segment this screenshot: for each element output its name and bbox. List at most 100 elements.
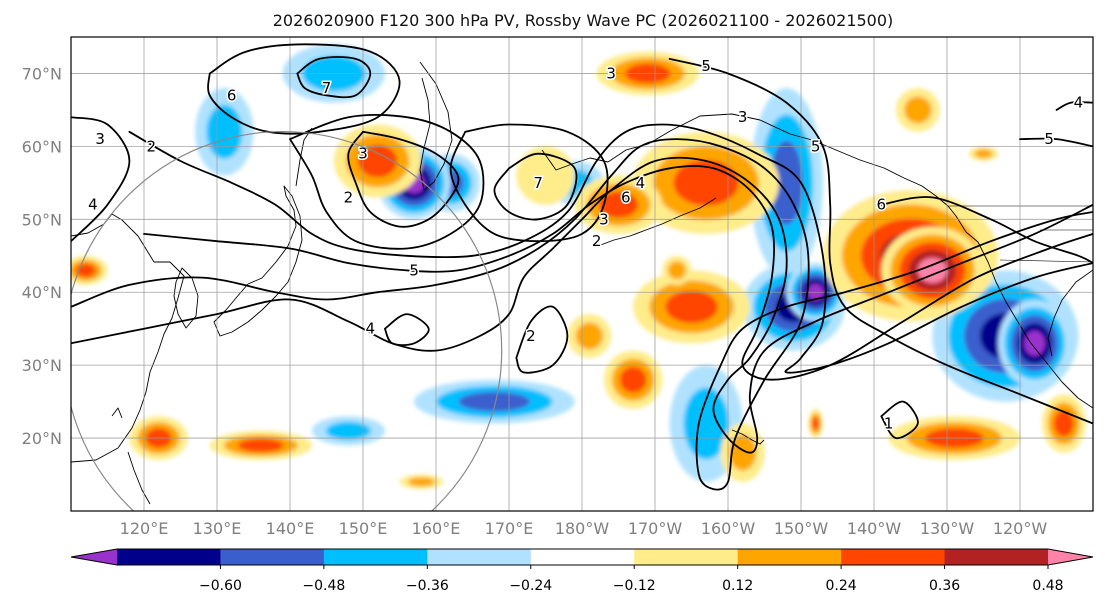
colorbar-tick-label: −0.60 [199, 578, 242, 594]
anomaly-region [516, 146, 575, 205]
anomaly-region [662, 255, 692, 285]
anomaly-region [633, 131, 780, 234]
contour-label: 6 [877, 196, 887, 214]
x-tick-label: 140°W [847, 519, 902, 538]
contour-label: 3 [606, 64, 616, 82]
anomaly-band [1054, 410, 1074, 437]
contour-label: 4 [1074, 94, 1084, 112]
x-axis-ticks: 120°E 130°E 140°E 150°E 160°E 170°E 180°W 170°W… [120, 519, 1048, 538]
x-tick-label: 150°W [774, 519, 829, 538]
x-tick-label: 120°E [120, 519, 169, 538]
anomaly-band [770, 140, 803, 225]
pv-contour [384, 313, 430, 346]
contour-label: 6 [621, 188, 631, 206]
coast-hawaii [731, 429, 765, 445]
anomaly-band [729, 434, 757, 471]
pv-contour [1055, 101, 1093, 111]
pv-contour [71, 138, 1093, 491]
contour-label: 4 [366, 320, 376, 338]
pv-contour [71, 116, 131, 243]
anomaly-band [1024, 330, 1046, 356]
colorbar: −0.60 −0.48 −0.36 −0.24 −0.12 0.12 0.24 0.36 0.4… [70, 548, 1094, 594]
contour-label: 3 [738, 108, 748, 126]
coast-taiwan-philippines [111, 407, 151, 505]
colorbar-swatch [117, 549, 221, 565]
contour-label: 3 [95, 130, 105, 148]
colorbar-extend-high [1048, 549, 1093, 565]
anomaly-region [808, 408, 823, 439]
anomaly-band [683, 387, 729, 460]
anomaly-band [665, 290, 718, 324]
contour-label: 4 [636, 174, 646, 192]
colorbar-swatch [220, 549, 325, 565]
pv-contour [289, 114, 485, 250]
anomaly-region [633, 270, 750, 344]
colorbar-tick-label: −0.12 [613, 578, 656, 594]
coast-east-asia [71, 213, 185, 463]
colorbar-tick-label: −0.36 [406, 578, 449, 594]
contour-label: 7 [533, 174, 543, 192]
anomaly-band [407, 477, 435, 487]
y-tick-label: 50°N [22, 210, 62, 229]
map-frame [70, 36, 1094, 512]
x-tick-label: 180°W [555, 519, 610, 538]
colorbar-extend-low [71, 549, 117, 565]
colorbar-swatch [323, 549, 428, 565]
colorbar-tick-label: 0.48 [1032, 578, 1063, 594]
anomaly-band [516, 146, 575, 205]
x-tick-label: 140°E [266, 519, 315, 538]
colorbar-swatch [530, 549, 635, 565]
x-tick-label: 170°E [485, 519, 534, 538]
y-tick-label: 60°N [22, 137, 62, 156]
pv-contour [128, 123, 1093, 374]
anomaly-band [667, 261, 686, 280]
pv-contour [880, 400, 919, 440]
x-tick-label: 170°W [628, 519, 683, 538]
x-tick-label: 160°W [701, 519, 756, 538]
colorbar-tick-label: 0.36 [929, 578, 960, 594]
y-tick-label: 20°N [22, 429, 62, 448]
anomaly-band [599, 191, 638, 218]
anomaly-region [720, 423, 765, 482]
anomaly-region [895, 88, 940, 132]
anomaly-band [575, 322, 603, 350]
coast-korea [173, 267, 199, 329]
reference-circle [71, 131, 503, 511]
pv-contour [296, 56, 372, 99]
anomaly-region [209, 430, 312, 460]
anomaly-region [333, 124, 422, 198]
anomaly-region [414, 379, 575, 424]
colorbar-outline [70, 548, 1094, 566]
gridlines [71, 37, 1093, 511]
pv-contour [449, 123, 609, 243]
colorbar-swatch [944, 549, 1049, 565]
anomaly-region [311, 416, 385, 446]
x-tick-label: 130°W [920, 519, 975, 538]
contour-label: 5 [701, 57, 711, 75]
anomaly-band [238, 438, 284, 452]
anomaly-region [195, 88, 254, 176]
contour-label: 4 [88, 196, 98, 214]
x-tick-label: 120°W [993, 519, 1048, 538]
anomaly-band [358, 144, 398, 178]
anomaly-band [458, 391, 531, 412]
contour-label: 2 [344, 188, 354, 206]
pv-contour [493, 152, 578, 221]
pv-contour [668, 58, 1093, 425]
anomaly-region [603, 350, 663, 409]
y-tick-label: 40°N [22, 283, 62, 302]
coast-north-america [977, 241, 1093, 409]
x-tick-label: 160°E [412, 519, 461, 538]
colorbar-swatch [427, 549, 532, 565]
colorbar-swatch [737, 549, 842, 565]
pv-contour [1019, 137, 1093, 148]
chart-title: 2026020900 F120 300 hPa PV, Rossby Wave … [273, 11, 894, 30]
contour-label: 7 [322, 79, 332, 97]
x-tick-label: 150°E [339, 519, 388, 538]
colorbar-swatch [841, 549, 946, 565]
anomaly-region [968, 146, 999, 161]
anomaly-region [998, 299, 1072, 388]
contour-label: 2 [526, 327, 536, 345]
